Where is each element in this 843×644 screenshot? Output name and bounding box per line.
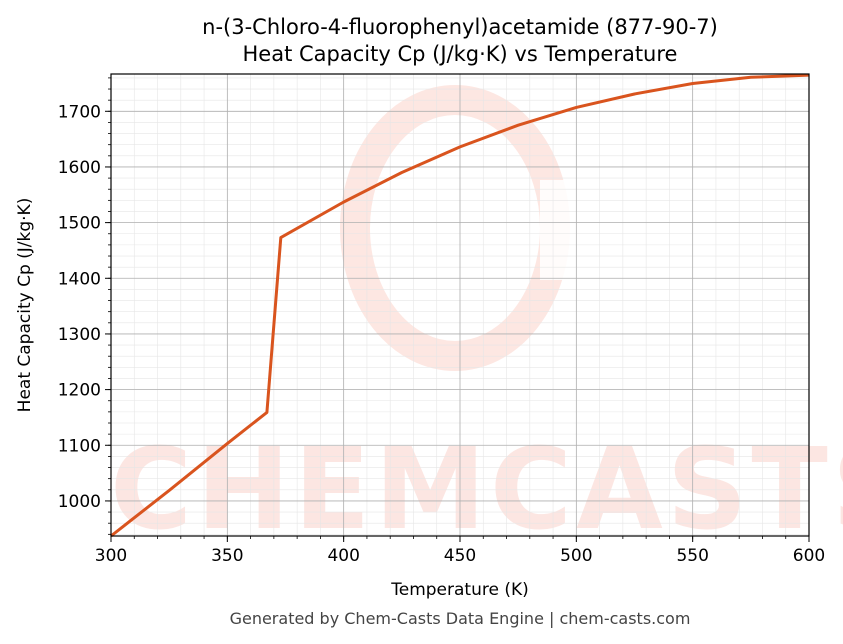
footer-credit: Generated by Chem-Casts Data Engine | ch… [230, 609, 691, 628]
watermark: CHEMCASTS [110, 85, 843, 555]
x-tick-label: 300 [95, 546, 127, 566]
chart-subtitle: Heat Capacity Cp (J/kg·K) vs Temperature [243, 42, 678, 66]
y-tick-label: 1200 [58, 381, 101, 401]
y-tick-label: 1400 [58, 269, 101, 289]
y-tick-label: 1100 [58, 436, 101, 456]
watermark-logo-gap [540, 180, 580, 280]
y-axis-label: Heat Capacity Cp (J/kg·K) [15, 198, 35, 413]
axis-ticks [105, 77, 810, 542]
y-tick-label: 1000 [58, 492, 101, 512]
x-tick-label: 450 [444, 546, 476, 566]
y-tick-label: 1300 [58, 325, 101, 345]
x-tick-label: 550 [676, 546, 708, 566]
watermark-logo-ring [340, 85, 570, 371]
y-tick-label: 1500 [58, 214, 101, 234]
plot-area: 300 350 400 450 500 550 600 1000 1100 1200 1300 140… [58, 73, 825, 566]
x-tick-label: 500 [560, 546, 592, 566]
y-tick-label: 1700 [58, 102, 101, 122]
x-tick-label: 600 [793, 546, 825, 566]
chart-title: n-(3-Chloro-4-fluorophenyl)acetamide (87… [202, 15, 718, 39]
x-axis-label: Temperature (K) [390, 580, 529, 600]
y-tick-label: 1600 [58, 158, 101, 178]
tick-labels: 300 350 400 450 500 550 600 1000 1100 1200 1300 140… [58, 102, 825, 566]
x-tick-label: 400 [327, 546, 359, 566]
series-line-cp [110, 73, 810, 538]
x-tick-label: 350 [211, 546, 243, 566]
